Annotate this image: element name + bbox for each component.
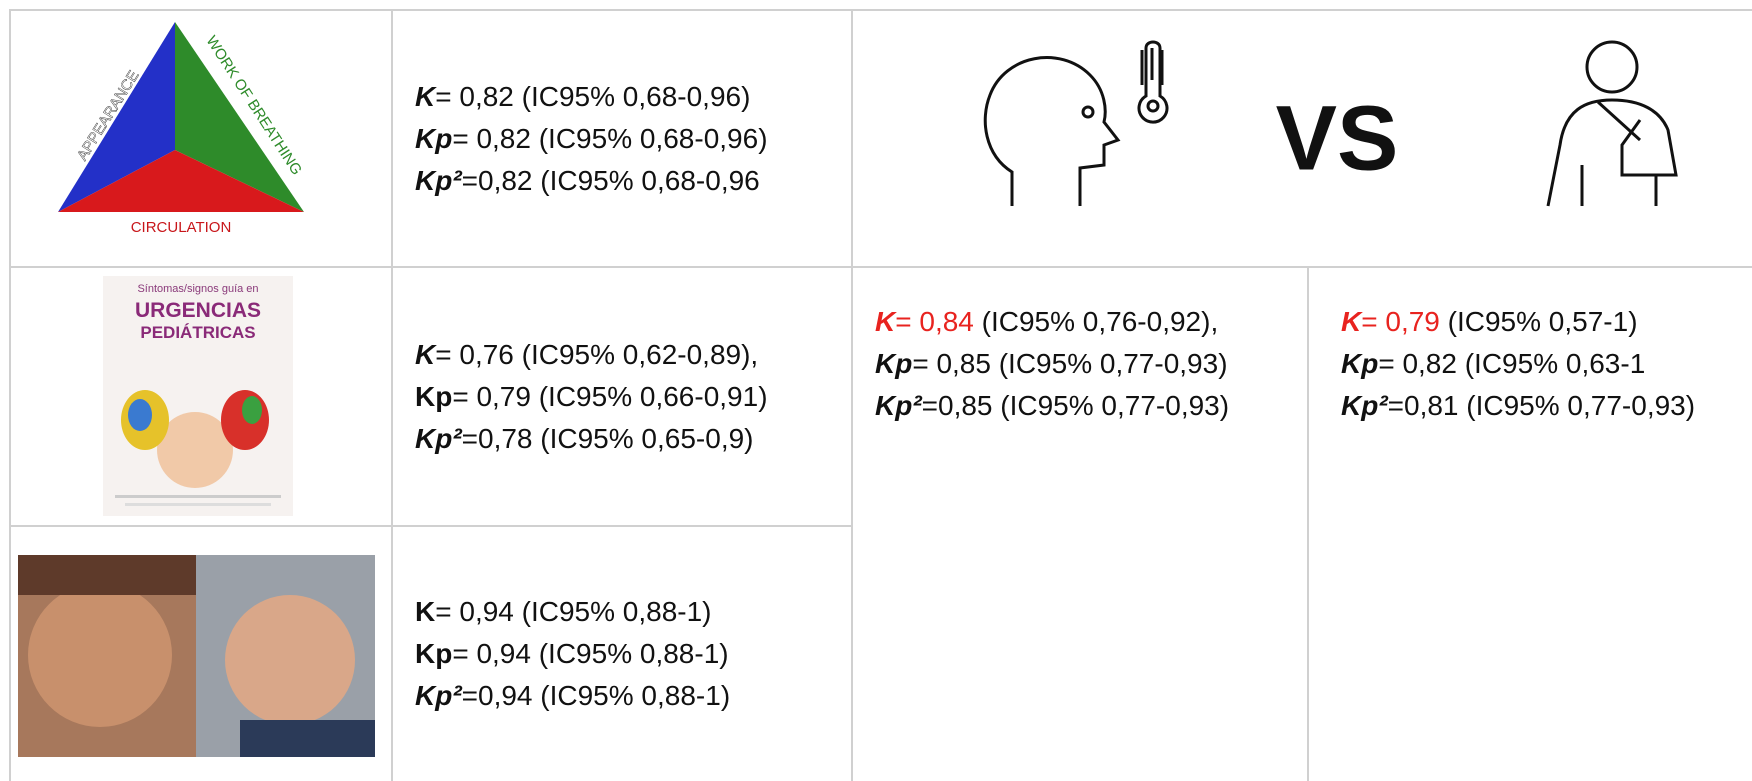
stat-label: Kp²	[1341, 390, 1388, 421]
stat-label: K	[415, 338, 436, 370]
stat-label: K	[1341, 306, 1362, 337]
stat-label: Kp²	[875, 390, 922, 421]
stat-value: =0,82 (IC95% 0,68-0,96	[461, 164, 760, 196]
stat-value: = 0,85 (IC95% 0,77-0,93)	[912, 348, 1228, 379]
stat-label: Kp	[415, 122, 453, 154]
triangle-cell	[9, 9, 391, 266]
stat-line: Kp²=0,81 (IC95% 0,77-0,93)	[1341, 385, 1752, 427]
stats-cell: K= 0,79 (IC95% 0,57-1) Kp= 0,82 (IC95% 0…	[1307, 266, 1752, 781]
stat-line: Kp= 0,82 (IC95% 0,68-0,96)	[415, 118, 851, 160]
stat-line: Kp²=0,82 (IC95% 0,68-0,96	[415, 160, 851, 202]
stat-value: = 0,82 (IC95% 0,68-0,96)	[452, 122, 768, 154]
stat-value: =0,81 (IC95% 0,77-0,93)	[1387, 390, 1696, 421]
stats-cell: K= 0,76 (IC95% 0,62-0,89), Kp= 0,79 (IC9…	[391, 266, 851, 525]
stat-value: = 0,76 (IC95% 0,62-0,89),	[435, 338, 759, 370]
stat-value: =0,78 (IC95% 0,65-0,9)	[461, 422, 754, 454]
stat-line: Kp²=0,85 (IC95% 0,77-0,93)	[875, 385, 1307, 427]
book-cell	[9, 266, 391, 525]
stat-value: = 0,94 (IC95% 0,88-1)	[435, 596, 712, 627]
stat-line: Kp= 0,94 (IC95% 0,88-1)	[415, 633, 851, 675]
stat-value: =0,85 (IC95% 0,77-0,93)	[921, 390, 1230, 421]
stat-value: = 0,79 (IC95% 0,66-0,91)	[452, 380, 768, 412]
stat-label: K	[875, 306, 896, 337]
stat-line: Kp= 0,82 (IC95% 0,63-1	[1341, 343, 1752, 385]
stat-value: = 0,94 (IC95% 0,88-1)	[452, 638, 729, 669]
stat-line: Kp²=0,94 (IC95% 0,88-1)	[415, 675, 851, 717]
stat-label: Kp	[875, 348, 913, 379]
stat-label: Kp	[415, 380, 453, 412]
stat-value: = 0,84	[895, 306, 974, 337]
stat-label: Kp	[415, 638, 453, 669]
stat-line: K= 0,94 (IC95% 0,88-1)	[415, 591, 851, 633]
stat-line: K= 0,76 (IC95% 0,62-0,89),	[415, 334, 851, 376]
stat-value: = 0,82 (IC95% 0,68-0,96)	[435, 80, 751, 112]
stat-label: Kp	[1341, 348, 1379, 379]
stat-value: =0,94 (IC95% 0,88-1)	[461, 680, 731, 711]
stat-line: K= 0,84 (IC95% 0,76-0,92),	[875, 301, 1307, 343]
stats-cell: K= 0,84 (IC95% 0,76-0,92), Kp= 0,85 (IC9…	[851, 266, 1307, 781]
stat-interval: (IC95% 0,57-1)	[1439, 306, 1638, 337]
stat-line: Kp= 0,79 (IC95% 0,66-0,91)	[415, 376, 851, 418]
stat-interval: (IC95% 0,76-0,92),	[973, 306, 1219, 337]
stat-label: Kp²	[415, 164, 462, 196]
icons-cell	[851, 9, 1752, 266]
stat-label: Kp²	[415, 422, 462, 454]
stats-cell: K= 0,94 (IC95% 0,88-1) Kp= 0,94 (IC95% 0…	[391, 525, 851, 781]
stat-line: K= 0,82 (IC95% 0,68-0,96)	[415, 76, 851, 118]
stat-line: Kp²=0,78 (IC95% 0,65-0,9)	[415, 418, 851, 460]
photo-cell	[9, 525, 391, 781]
stat-value: = 0,82 (IC95% 0,63-1	[1378, 348, 1646, 379]
stat-label: K	[415, 596, 436, 627]
stat-label: K	[415, 80, 436, 112]
stat-line: K= 0,79 (IC95% 0,57-1)	[1341, 301, 1752, 343]
stat-value: = 0,79	[1361, 306, 1440, 337]
stat-label: Kp²	[415, 680, 462, 711]
stat-line: Kp= 0,85 (IC95% 0,77-0,93)	[875, 343, 1307, 385]
stats-cell: K= 0,82 (IC95% 0,68-0,96) Kp= 0,82 (IC95…	[391, 9, 851, 266]
